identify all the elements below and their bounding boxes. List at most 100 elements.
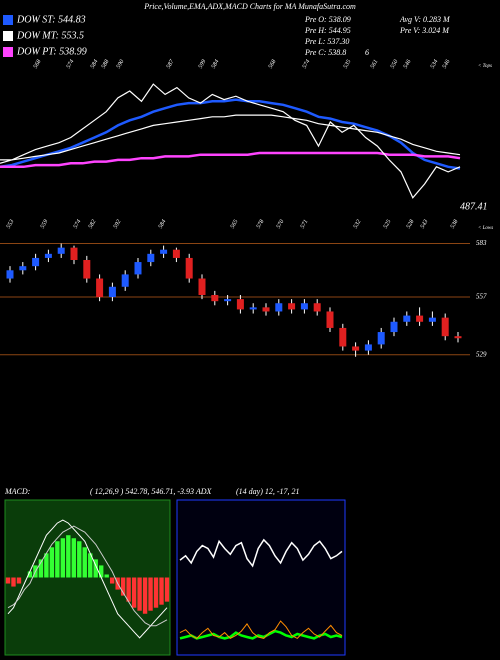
candle-body bbox=[249, 307, 257, 310]
macd-bar bbox=[120, 577, 126, 596]
macd-bar bbox=[131, 577, 137, 608]
legend-swatch bbox=[3, 47, 13, 57]
candle-body bbox=[172, 249, 180, 258]
candle-body bbox=[352, 346, 360, 351]
low-label: 525 bbox=[383, 219, 393, 230]
price-annotation: 487.41 bbox=[460, 201, 488, 212]
chart-title: Price,Volume,EMA,ADX,MACD Charts for MA … bbox=[143, 2, 356, 11]
low-label: 543 bbox=[419, 218, 430, 229]
macd-bar bbox=[44, 553, 49, 578]
low-label: 584 bbox=[157, 218, 168, 229]
macd-bar bbox=[82, 547, 87, 578]
candle-body bbox=[326, 311, 334, 328]
line-series bbox=[179, 620, 343, 640]
top-label: 546 bbox=[441, 58, 452, 69]
top-label: 568 bbox=[268, 59, 278, 70]
low-label: 532 bbox=[353, 219, 363, 230]
candle-body bbox=[185, 257, 193, 279]
legend-swatch bbox=[3, 15, 13, 25]
top-label: 584 bbox=[210, 58, 221, 69]
candle-body bbox=[288, 303, 296, 310]
candle-body bbox=[403, 315, 411, 322]
low-label: 592 bbox=[113, 219, 123, 230]
top-label: 590 bbox=[116, 59, 126, 70]
macd-bar bbox=[126, 577, 131, 602]
macd-subtitle: ( 12,26,9 ) 542.78, 546.71, -3.93 ADX bbox=[90, 487, 213, 496]
macd-bar bbox=[38, 559, 44, 578]
low-label: 582 bbox=[88, 219, 98, 230]
candle-body bbox=[211, 295, 219, 302]
info-text: Pre O: 538.09 bbox=[304, 15, 351, 24]
legend-swatch bbox=[3, 31, 13, 41]
macd-bar bbox=[66, 535, 71, 578]
macd-line bbox=[7, 525, 168, 627]
top-label: 546 bbox=[402, 58, 413, 69]
macd-bar bbox=[159, 577, 164, 605]
candle-body bbox=[19, 266, 27, 271]
tops-label: < Tops bbox=[478, 64, 492, 69]
info-text: 6 bbox=[365, 48, 369, 57]
info-text: Pre L: 537.30 bbox=[304, 37, 349, 46]
top-label: 561 bbox=[370, 59, 380, 70]
adx-frame bbox=[176, 499, 346, 656]
top-label: 535 bbox=[343, 59, 353, 70]
macd-bar bbox=[11, 577, 16, 587]
candle-body bbox=[134, 262, 142, 275]
adx-background bbox=[177, 500, 345, 655]
macd-bar bbox=[71, 538, 76, 578]
top-label: 584 bbox=[89, 58, 100, 69]
legend-label: DOW PT: 538.99 bbox=[16, 46, 87, 57]
low-label: 574 bbox=[72, 218, 83, 229]
macd-bar bbox=[148, 577, 153, 611]
low-label: 571 bbox=[300, 219, 310, 230]
macd-bar bbox=[88, 553, 93, 578]
line-series bbox=[179, 629, 343, 640]
macd-bar bbox=[153, 577, 159, 608]
candle-body bbox=[377, 332, 385, 345]
low-label: 559 bbox=[40, 219, 50, 230]
candle-body bbox=[262, 307, 270, 312]
lows-label: < Lows bbox=[478, 226, 493, 231]
macd-bar bbox=[27, 571, 33, 578]
candle-body bbox=[441, 317, 449, 337]
legend-label: DOW ST: 544.83 bbox=[16, 14, 86, 25]
low-label: 538 bbox=[450, 219, 460, 230]
candle-body bbox=[121, 274, 129, 287]
low-label: 528 bbox=[406, 219, 416, 230]
macd-bar bbox=[99, 565, 104, 578]
line-series bbox=[0, 114, 461, 161]
top-label: 599 bbox=[198, 59, 208, 70]
candle-body bbox=[454, 336, 462, 339]
level-label: 529 bbox=[476, 350, 487, 358]
candle-body bbox=[32, 257, 40, 267]
candle-body bbox=[300, 303, 308, 310]
legend-label: DOW MT: 553.5 bbox=[16, 30, 84, 41]
candle-body bbox=[364, 344, 372, 351]
macd-frame bbox=[4, 499, 171, 656]
candle-body bbox=[57, 247, 65, 254]
line-series bbox=[0, 83, 461, 199]
candle-body bbox=[339, 327, 347, 347]
candle-body bbox=[147, 253, 155, 263]
macd-bar bbox=[104, 574, 109, 578]
candle-body bbox=[6, 270, 14, 279]
candle-body bbox=[108, 286, 116, 298]
macd-bar bbox=[109, 577, 115, 584]
top-label: 568 bbox=[33, 59, 43, 70]
candle-body bbox=[224, 299, 232, 302]
info-text: Avg V: 0.283 M bbox=[399, 15, 451, 24]
macd-bar bbox=[16, 577, 22, 584]
candle-body bbox=[44, 253, 52, 258]
low-label: 553 bbox=[6, 219, 16, 230]
macd-title: MACD: bbox=[4, 487, 31, 496]
macd-bar bbox=[93, 559, 98, 578]
macd-bar bbox=[77, 541, 82, 578]
top-label: 587 bbox=[166, 58, 176, 70]
top-label: 574 bbox=[65, 58, 76, 69]
level-label: 583 bbox=[476, 239, 487, 247]
low-label: 578 bbox=[256, 219, 266, 230]
level-label: 557 bbox=[476, 293, 487, 301]
candle-body bbox=[96, 278, 104, 298]
adx-title: (14 day) 12, -17, 21 bbox=[236, 487, 300, 496]
line-series bbox=[0, 98, 461, 170]
